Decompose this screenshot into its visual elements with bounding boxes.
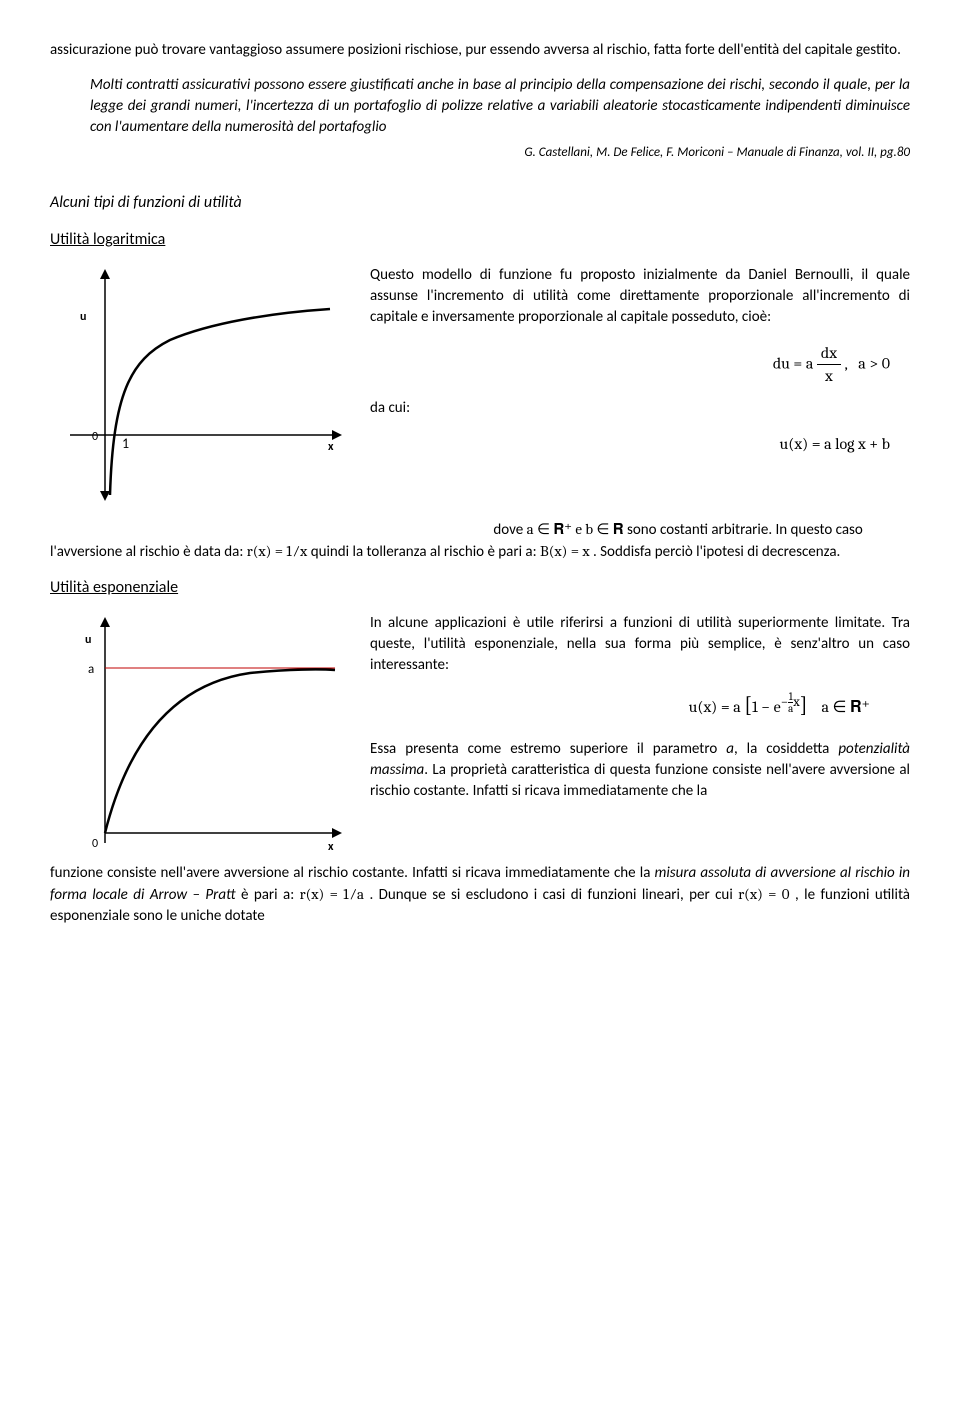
exp-p2-start: Essa presenta come estremo superiore il … — [370, 739, 910, 802]
log-p1: Questo modello di funzione fu proposto i… — [370, 265, 910, 328]
svg-text:0: 0 — [92, 837, 98, 851]
svg-text:u: u — [85, 633, 91, 647]
log-p2-c: quindi la tolleranza al rischio è pari a… — [311, 543, 540, 561]
exp-math-rx: r(x) = 1⁄a — [300, 885, 364, 903]
section-title: Alcuni tipi di funzioni di utilità — [50, 192, 910, 214]
log-p2: dove a ∈ 𝐑⁺ e b ∈ 𝐑 sono costanti arbitr… — [50, 519, 910, 563]
log-math-aR: a ∈ 𝐑⁺ e b ∈ 𝐑 — [527, 520, 624, 538]
exp-p1: In alcune applicazioni è utile riferirsi… — [370, 613, 910, 676]
exp-eq1: u(x) = a [1 − e−1ax] a ∈ 𝐑⁺ — [370, 690, 870, 721]
exp-text-col: In alcune applicazioni è utile riferirsi… — [370, 613, 910, 816]
svg-text:x: x — [328, 840, 334, 854]
log-text-col: Questo modello di funzione fu proposto i… — [370, 265, 910, 465]
svg-text:x: x — [328, 440, 334, 454]
intro-paragraph: assicurazione può trovare vantaggioso as… — [50, 40, 910, 61]
quote-citation: G. Castellani, M. De Felice, F. Moriconi… — [90, 144, 910, 162]
subsection-exp-title: Utilità esponenziale — [50, 577, 910, 599]
quote-text: Molti contratti assicurativi possono ess… — [90, 75, 910, 138]
svg-text:a: a — [88, 662, 94, 677]
subsection-log-title: Utilità logaritmica — [50, 229, 910, 251]
exp-math-rx0: r(x) = 0 — [738, 885, 789, 903]
svg-text:0: 0 — [92, 430, 98, 444]
log-row: u x 0 1 Questo modello di funzione fu pr… — [50, 265, 910, 505]
exp-chart: u a x 0 — [50, 613, 350, 863]
log-math-rx: r(x) = 1⁄x — [247, 542, 308, 560]
log-math-Bx: B(x) = x — [540, 542, 590, 560]
log-dacui: da cui: — [370, 398, 910, 419]
log-p2-d: . Soddisfa perciò l'ipotesi di decrescen… — [593, 543, 840, 561]
svg-text:1: 1 — [122, 435, 129, 452]
exp-row: u a x 0 In alcune applicazioni è utile r… — [50, 613, 910, 863]
log-eq1: du = a dxx , a > 0 — [370, 342, 890, 388]
log-p2-a: dove — [493, 521, 526, 539]
log-eq2: u(x) = a log x + b — [370, 433, 890, 455]
svg-text:u: u — [80, 310, 86, 324]
exp-p2-cont: funzione consiste nell'avere avversione … — [50, 863, 910, 927]
log-chart: u x 0 1 — [50, 265, 350, 505]
